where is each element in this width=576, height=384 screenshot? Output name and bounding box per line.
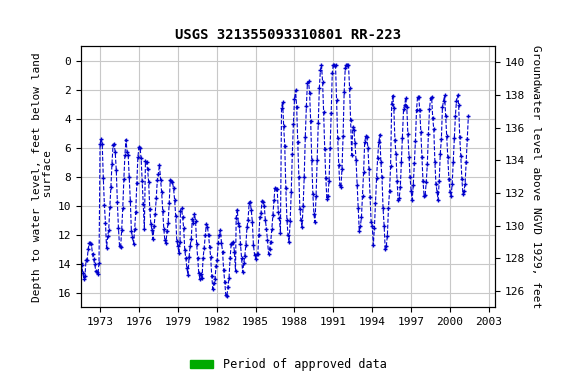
Legend: Period of approved data: Period of approved data <box>185 354 391 376</box>
Y-axis label: Groundwater level above NGVD 1929, feet: Groundwater level above NGVD 1929, feet <box>531 45 541 308</box>
Y-axis label: Depth to water level, feet below land
 surface: Depth to water level, feet below land su… <box>32 52 53 301</box>
Title: USGS 321355093310801 RR-223: USGS 321355093310801 RR-223 <box>175 28 401 42</box>
